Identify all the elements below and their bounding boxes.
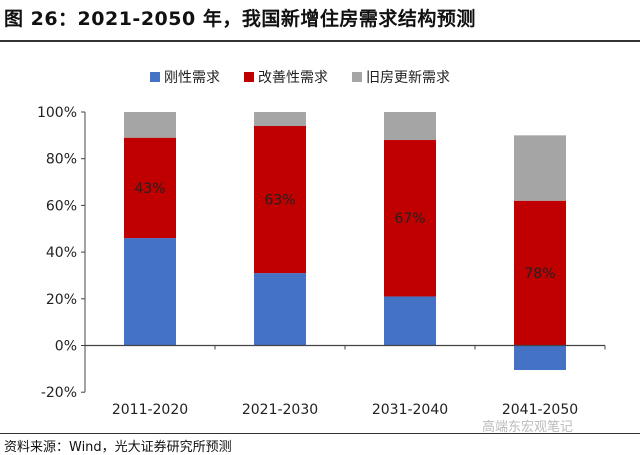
- data-label: 43%: [134, 181, 165, 197]
- watermark: 高端东宏观笔记: [482, 420, 574, 435]
- legend-label-1: 改善性需求: [258, 70, 328, 86]
- bar-1-3: [514, 200, 566, 346]
- data-label: 63%: [264, 193, 295, 209]
- x-tick-label: 2041-2050: [502, 402, 578, 418]
- y-tick-label: 80%: [46, 152, 77, 168]
- y-tick-label: 100%: [37, 105, 77, 121]
- x-tick-label: 2011-2020: [112, 402, 188, 418]
- legend-swatch-0: [150, 72, 160, 82]
- y-tick-label: 20%: [46, 292, 77, 308]
- bar-0-2: [384, 296, 436, 346]
- y-tick-label: 60%: [46, 198, 77, 214]
- bar-2-0: [124, 112, 176, 138]
- bar-2-1: [254, 112, 306, 127]
- bar-1-1: [254, 126, 306, 274]
- bar-2-2: [384, 112, 436, 141]
- bar-0-1: [254, 273, 306, 346]
- bar-1-0: [124, 137, 176, 239]
- chart-title: 图 26：2021-2050 年，我国新增住房需求结构预测: [4, 8, 476, 30]
- data-label: 78%: [524, 266, 555, 282]
- source-note: 资料来源：Wind，光大证券研究所预测: [4, 440, 232, 455]
- y-tick-label: 0%: [55, 339, 77, 355]
- data-label: 67%: [394, 211, 425, 227]
- legend-label-0: 刚性需求: [164, 70, 220, 86]
- y-tick-label: -20%: [41, 385, 77, 401]
- legend-swatch-1: [244, 72, 254, 82]
- legend-label-2: 旧房更新需求: [366, 70, 450, 86]
- bar-0-3: [514, 345, 566, 371]
- x-tick-label: 2021-2030: [242, 402, 318, 418]
- legend-swatch-2: [352, 72, 362, 82]
- footer-divider: [0, 433, 640, 434]
- x-tick-label: 2031-2040: [372, 402, 448, 418]
- bar-1-2: [384, 140, 436, 297]
- bar-0-0: [124, 238, 176, 346]
- y-tick-label: 40%: [46, 245, 77, 261]
- bar-2-3: [514, 135, 566, 201]
- title-divider: [0, 40, 640, 42]
